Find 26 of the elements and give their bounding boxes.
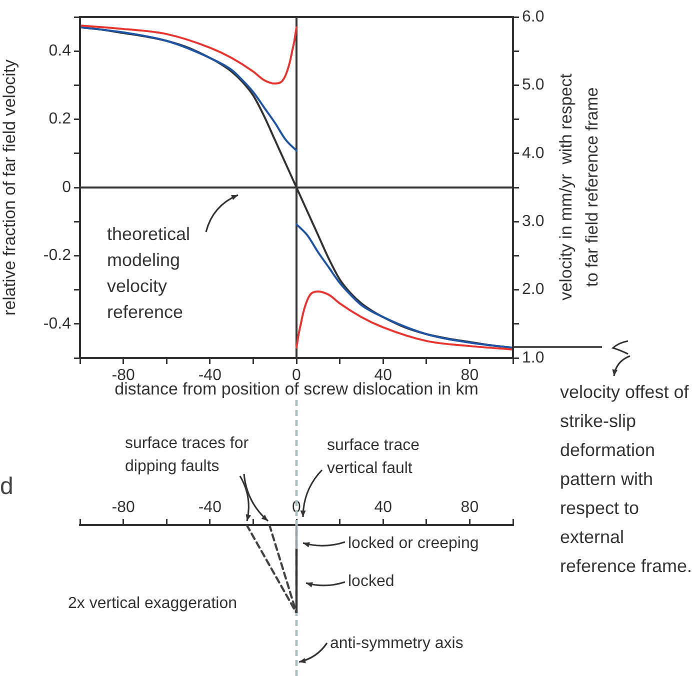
text: surface trace vertical fault xyxy=(327,437,420,477)
annotation: theoretical modeling velocity reference xyxy=(107,224,190,322)
y2-tick-label: 6.0 xyxy=(522,8,544,26)
text: d xyxy=(0,473,14,500)
y2-tick-label: 1.0 xyxy=(522,349,544,366)
y-tick-label: 0 xyxy=(62,178,72,196)
text: surface traces for dipping faults xyxy=(125,435,250,475)
y2-tick-label: 2.0 xyxy=(522,281,544,298)
annotation: 2x vertical exaggeration xyxy=(68,595,237,612)
y-axis-title: relative fraction of far field velocity xyxy=(0,58,19,316)
y-tick-label: 0.2 xyxy=(48,110,72,128)
x-tick-label: 40 xyxy=(374,498,392,516)
x-tick-label: -80 xyxy=(112,498,135,516)
text: velocity offest of strike-slip deformation pattern with respect to external reference frame. xyxy=(560,382,692,576)
y-tick-label: -0.4 xyxy=(43,315,72,332)
annotation: locked xyxy=(348,573,394,590)
y2-axis-title: velocity in mm/yr with respect to far field reference frame xyxy=(556,73,602,300)
x-tick-label: -40 xyxy=(198,498,222,516)
x-tick-label: 80 xyxy=(460,498,479,516)
y2-tick-label: 4.0 xyxy=(522,144,544,162)
y-tick-label: -0.2 xyxy=(43,247,72,264)
y2-tick-label: 5.0 xyxy=(522,76,544,94)
ref-line-label: anti-symmetry axis xyxy=(330,635,464,652)
y2-tick-label: 3.0 xyxy=(522,213,544,230)
annotation: locked or creeping xyxy=(348,535,479,552)
y-tick-label: 0.4 xyxy=(48,42,72,60)
